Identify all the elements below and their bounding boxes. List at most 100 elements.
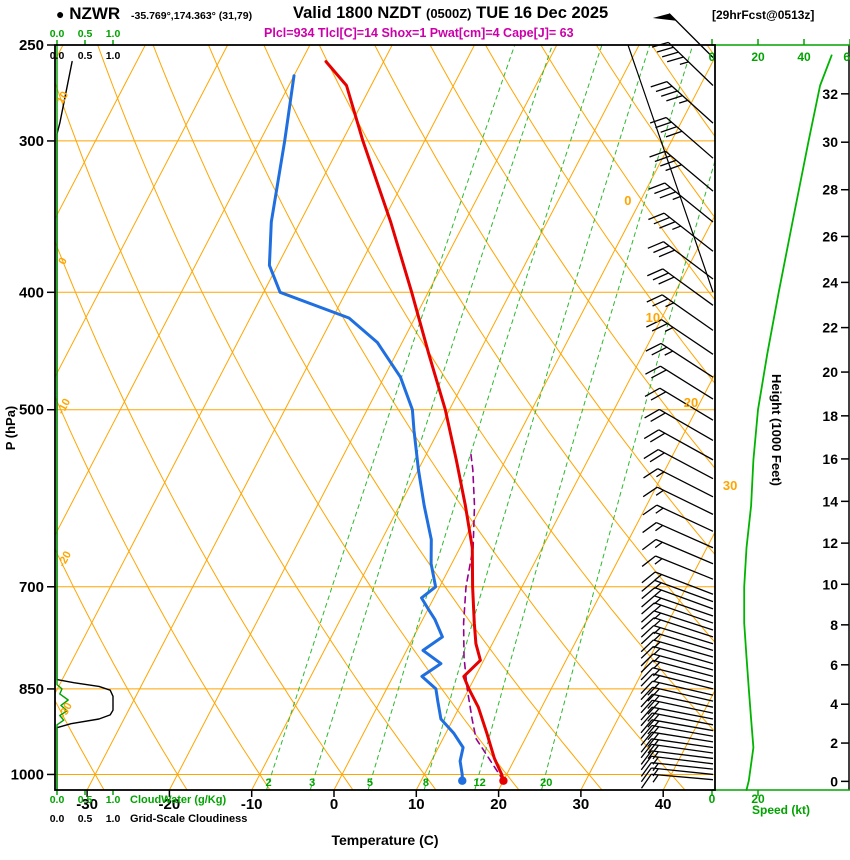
plot-frame [54, 44, 716, 791]
station-bullet-icon: ● [56, 6, 65, 22]
svg-text:-30: -30 [57, 701, 75, 721]
svg-text:28: 28 [822, 182, 838, 198]
svg-text:0.5: 0.5 [78, 813, 93, 825]
svg-text:60: 60 [843, 50, 850, 64]
svg-text:18: 18 [822, 408, 838, 424]
svg-text:0: 0 [830, 773, 838, 789]
svg-text:8: 8 [423, 777, 429, 789]
cloud-fraction-curve [56, 60, 114, 790]
svg-text:850: 850 [19, 681, 44, 698]
svg-text:-10: -10 [241, 796, 263, 813]
valid-time-title: Valid 1800 NZDT (0500Z) TUE 16 Dec 2025 [293, 4, 608, 23]
svg-text:8: 8 [830, 617, 838, 633]
svg-text:10: 10 [55, 90, 71, 106]
svg-text:2: 2 [265, 777, 271, 789]
svg-text:5: 5 [367, 777, 373, 789]
pressure-axis-label: P (hPa) [3, 406, 18, 451]
svg-text:0.0: 0.0 [50, 50, 65, 62]
cloudiness-scale-label: Grid-Scale Cloudiness [130, 813, 247, 825]
isobar-gridlines [55, 140, 715, 775]
svg-text:4: 4 [830, 696, 838, 712]
dewpoint-curve [267, 74, 465, 783]
svg-text:400: 400 [19, 284, 44, 301]
svg-text:3: 3 [309, 777, 315, 789]
svg-text:1000: 1000 [11, 766, 44, 783]
svg-text:40: 40 [797, 50, 811, 64]
svg-text:14: 14 [822, 493, 838, 509]
svg-text:30: 30 [723, 478, 737, 493]
svg-text:30: 30 [573, 796, 590, 813]
parcel-curve [462, 449, 505, 782]
wind-barbs [640, 13, 714, 789]
wind-speed-panel [743, 54, 833, 791]
svg-text:12: 12 [473, 777, 485, 789]
decorations [627, 44, 714, 293]
svg-text:20: 20 [751, 792, 765, 806]
svg-text:1.0: 1.0 [106, 50, 121, 62]
station-title: ● NZWR [56, 4, 120, 24]
svg-text:20: 20 [751, 50, 765, 64]
svg-text:24: 24 [822, 274, 838, 290]
svg-text:0: 0 [330, 796, 338, 813]
svg-text:-20: -20 [56, 549, 74, 569]
svg-text:22: 22 [822, 320, 838, 336]
dry-adiabat-gridlines [55, 45, 715, 790]
station-code: NZWR [69, 4, 121, 23]
svg-text:0: 0 [56, 256, 69, 267]
surface-dewpoint-dot [458, 776, 467, 785]
svg-text:20: 20 [540, 777, 552, 789]
height-axis-label: Height (1000 Feet) [769, 374, 784, 486]
svg-text:16: 16 [822, 451, 838, 467]
svg-text:0.5: 0.5 [78, 794, 93, 806]
svg-text:0.0: 0.0 [50, 813, 65, 825]
svg-text:1.0: 1.0 [106, 813, 121, 825]
valid-zulu: (0500Z) [425, 6, 472, 21]
forecast-run-info: [29hrFcst@0513z] [712, 8, 815, 22]
svg-text:6: 6 [830, 657, 838, 673]
svg-text:2: 2 [830, 735, 838, 751]
svg-text:300: 300 [19, 133, 44, 150]
station-coordinates: -35.769°,174.363° (31,79) [131, 10, 253, 22]
svg-text:0: 0 [709, 50, 716, 64]
valid-prefix: Valid 1800 NZDT [293, 4, 422, 22]
svg-text:32: 32 [822, 86, 838, 102]
speed-axis-label: Speed (kt) [752, 803, 810, 817]
svg-text:12: 12 [822, 535, 838, 551]
svg-text:700: 700 [19, 579, 44, 596]
svg-text:10: 10 [646, 310, 660, 325]
isotherm-gridlines [55, 45, 715, 790]
cloud-water-curve [56, 45, 69, 790]
sounding-profiles [267, 60, 508, 785]
wind-speed-curve [743, 54, 833, 791]
mixing-ratio-lines [266, 45, 715, 790]
cloud-profiles [56, 45, 114, 790]
svg-text:-10: -10 [55, 397, 73, 417]
svg-text:0.0: 0.0 [50, 28, 65, 40]
svg-text:0.0: 0.0 [50, 794, 65, 806]
svg-text:20: 20 [684, 395, 698, 410]
svg-text:250: 250 [19, 37, 44, 54]
svg-text:1.0: 1.0 [106, 794, 121, 806]
svg-text:0: 0 [709, 792, 716, 806]
stability-parameters: Plcl=934 Tlcl[C]=14 Shox=1 Pwat[cm]=4 Ca… [264, 26, 574, 40]
cloudwater-scale-label: CloudWater (g/Kg) [130, 794, 226, 806]
svg-text:10: 10 [822, 576, 838, 592]
svg-text:500: 500 [19, 402, 44, 419]
temperature-axis-label: Temperature (C) [331, 832, 438, 848]
svg-text:30: 30 [822, 134, 838, 150]
svg-text:0.5: 0.5 [78, 50, 93, 62]
svg-text:40: 40 [655, 796, 672, 813]
temperature-curve [324, 60, 505, 783]
svg-text:20: 20 [490, 796, 507, 813]
svg-text:20: 20 [822, 364, 838, 380]
line-value-labels: 0 10 20 30 10 0 -10 -20 -30 2 3 5 8 12 20 [55, 90, 737, 789]
svg-text:-20: -20 [159, 796, 181, 813]
svg-text:-30: -30 [76, 796, 98, 813]
svg-text:26: 26 [822, 228, 838, 244]
surface-temp-dot [499, 776, 508, 785]
svg-text:0.5: 0.5 [78, 28, 93, 40]
svg-text:1.0: 1.0 [106, 28, 121, 40]
